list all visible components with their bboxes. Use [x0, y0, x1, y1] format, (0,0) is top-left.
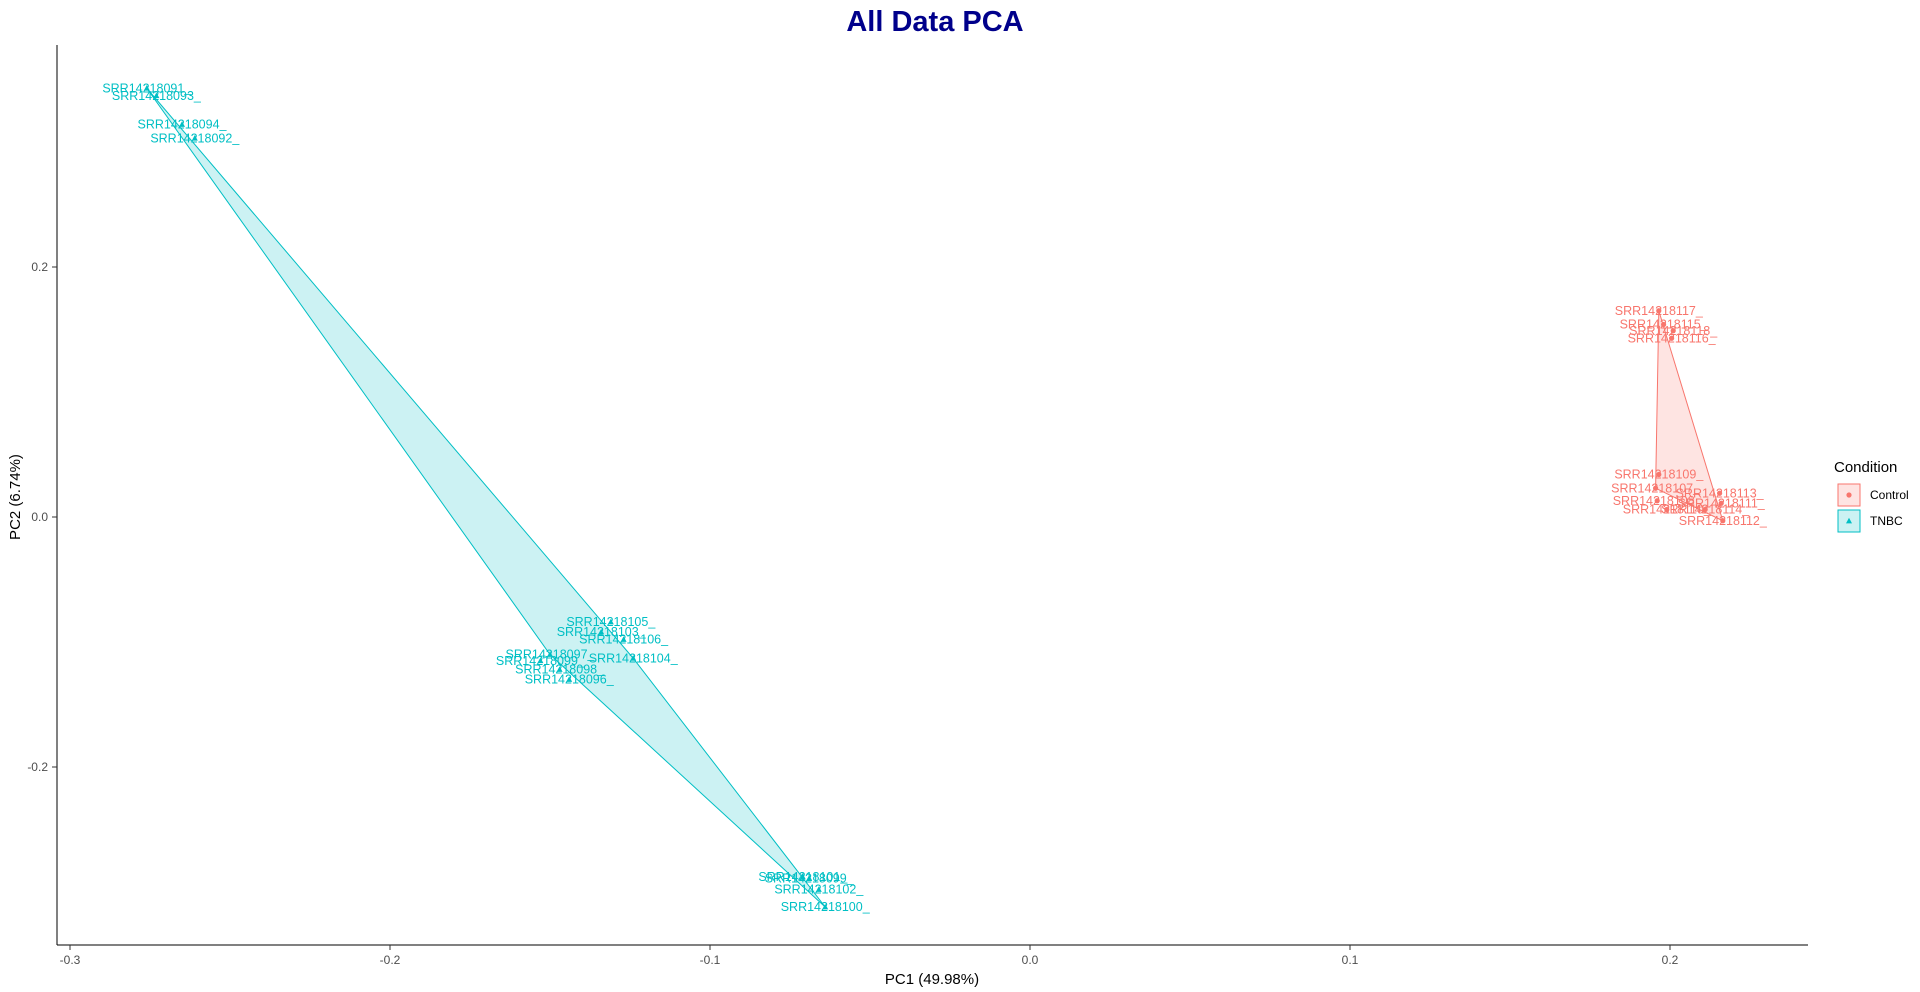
tnbc-point [822, 903, 829, 910]
chart-title: All Data PCA [846, 6, 1023, 38]
point-label: SRR14218093_ [112, 89, 202, 103]
tnbc-point [547, 651, 553, 657]
point-label: SRR14218094_ [138, 118, 228, 132]
point-label: SRR14218110_ [1623, 503, 1712, 517]
x-tick-label: 0.1 [1342, 953, 1359, 967]
y-tick-label: 0.0 [31, 510, 48, 524]
control-point [1670, 328, 1676, 334]
tnbc-point [598, 628, 605, 635]
label-layer: SRR14218117_SRR14218115_SRR14218118_SRR1… [102, 81, 1768, 914]
tnbc-point [806, 875, 813, 881]
point-layer [143, 85, 1726, 910]
point-label: SRR14218097_ [506, 648, 596, 662]
y-tick-label: 0.2 [31, 260, 48, 274]
point-label: SRR14218098_ [515, 663, 605, 677]
tnbc-point [620, 636, 627, 642]
point-label: SRR14218111_ [1678, 496, 1766, 510]
point-label: SRR14218107_ [1611, 481, 1701, 495]
control-point [1656, 471, 1662, 478]
control-point [1718, 500, 1724, 506]
point-label: SRR14218116_ [1628, 331, 1717, 345]
tnbc-point [607, 618, 614, 625]
tnbc-point [179, 121, 185, 127]
point-label: SRR14218117_ [1615, 304, 1704, 318]
tnbc-legend-marker [1846, 517, 1852, 524]
tnbc-point [556, 666, 563, 672]
point-label: SRR14218108_ [1613, 494, 1703, 508]
point-label: SRR14218109_ [1614, 468, 1704, 482]
point-label: SRR14218103_ [557, 625, 647, 639]
control-point [1656, 308, 1662, 314]
control-point [1664, 506, 1670, 513]
tnbc-legend-label: TNBC [1870, 514, 1903, 528]
point-label: SRR14218099_ [765, 871, 855, 885]
tnbc-point [630, 655, 637, 661]
x-ticks: -0.3 -0.2 -0.1 0.0 0.1 0.2 [60, 945, 1679, 967]
y-ticks: -0.2 0.0 0.2 [27, 260, 57, 774]
hull-layer [146, 87, 1724, 908]
point-label: SRR14218104_ [589, 651, 679, 665]
point-label: SRR14218091_ [102, 81, 192, 95]
point-label: SRR14218100_ [781, 900, 871, 914]
legend-title: Condition [1834, 459, 1897, 476]
point-label: SRR14218118_ [1629, 324, 1718, 338]
control-point [1717, 490, 1723, 496]
point-label: SRR14218105_ [566, 615, 656, 629]
point-label: SRR14218106_ [579, 633, 669, 647]
point-label: SRR14218102_ [774, 883, 864, 897]
x-tick-label: 0.0 [1022, 953, 1039, 967]
tnbc-point [799, 873, 806, 880]
y-tick-label: -0.2 [27, 760, 48, 774]
tnbc-point [143, 85, 150, 91]
y-axis-title: PC2 (6.74%) [7, 454, 24, 540]
control-hull [1655, 310, 1724, 522]
x-axis-title: PC1 (49.98%) [885, 971, 979, 988]
tnbc-point [153, 92, 160, 99]
control-point [1702, 506, 1708, 513]
point-label: SRR14218115_ [1620, 318, 1709, 332]
control-point [1661, 321, 1667, 328]
point-label: SRR14218112_ [1679, 514, 1768, 528]
control-legend-label: Control [1870, 488, 1909, 502]
tnbc-point [815, 886, 822, 892]
tnbc-point [191, 135, 198, 141]
control-point [1653, 485, 1659, 491]
control-point [1669, 335, 1675, 341]
control-point [1654, 498, 1660, 504]
control-legend-marker [1846, 492, 1852, 498]
x-tick-label: -0.3 [60, 953, 81, 967]
control-point [1720, 518, 1726, 524]
point-label: SRR14218099_ [496, 654, 586, 668]
tnbc-hull [146, 87, 826, 908]
x-tick-label: 0.2 [1662, 953, 1679, 967]
point-label: SRR14218114_ [1661, 503, 1750, 517]
point-label: SRR14218113_ [1676, 486, 1765, 500]
x-tick-label: -0.2 [380, 953, 401, 967]
point-label: SRR14218101_ [758, 870, 848, 884]
tnbc-point [537, 657, 544, 664]
legend: Condition Control TNBC [1834, 459, 1909, 533]
point-label: SRR14218092_ [150, 131, 240, 145]
point-label: SRR14218096_ [525, 673, 615, 687]
tnbc-point [566, 676, 573, 682]
x-tick-label: -0.1 [700, 953, 721, 967]
